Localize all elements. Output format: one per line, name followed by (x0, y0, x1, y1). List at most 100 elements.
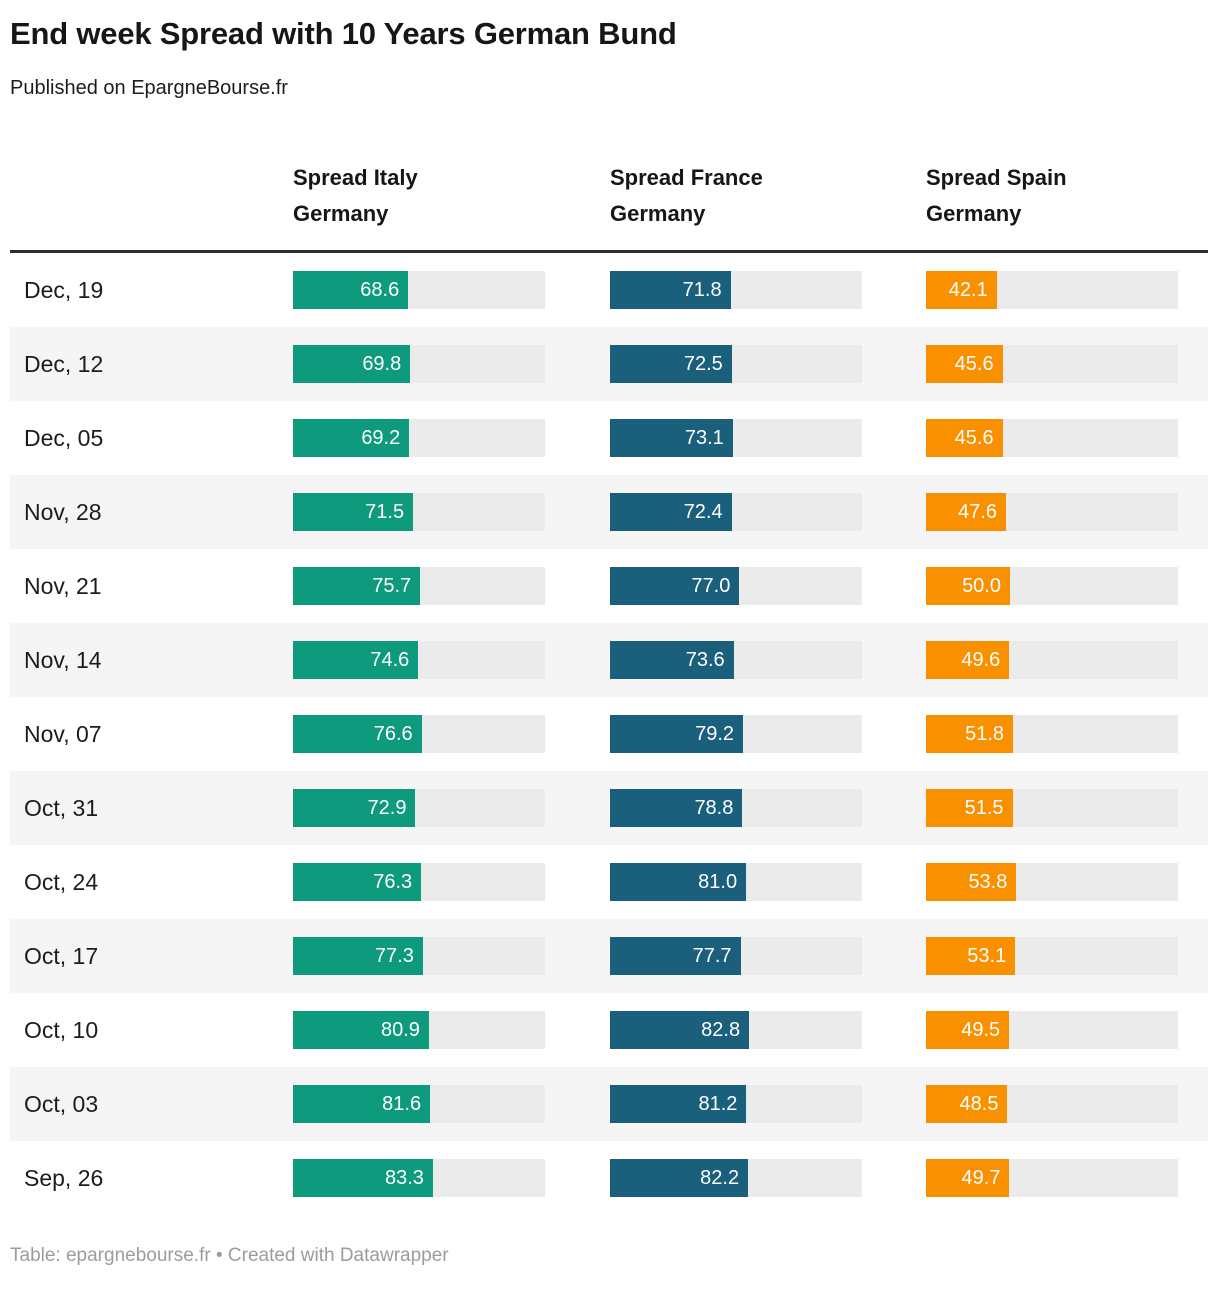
bar-value: 71.8 (682, 278, 722, 301)
bar-track: 73.6 (610, 641, 862, 679)
bar-track: 82.8 (610, 1011, 862, 1049)
bar-value: 81.2 (698, 1092, 738, 1115)
bar-fill: 53.8 (926, 863, 1017, 901)
bar-track: 81.2 (610, 1085, 862, 1123)
bar-track: 72.5 (610, 345, 862, 383)
row-date: Sep, 26 (24, 1164, 104, 1191)
bar-value: 75.7 (372, 574, 412, 597)
bar-cell: 42.1 (926, 271, 1208, 309)
bar-value: 42.1 (948, 278, 988, 301)
bar-cell: 50.0 (926, 567, 1208, 605)
bar-value: 45.6 (954, 352, 994, 375)
column-header-italy: Spread Italy Germany (293, 160, 610, 232)
bar-cell: 81.0 (610, 863, 926, 901)
bar-value: 82.8 (701, 1018, 741, 1041)
row-date: Nov, 28 (24, 498, 102, 525)
bar-fill: 76.3 (293, 863, 422, 901)
bar-value: 82.2 (700, 1166, 740, 1189)
column-header-spain: Spread Spain Germany (926, 160, 1208, 232)
bar-cell: 76.6 (293, 715, 610, 753)
bar-track: 72.4 (610, 493, 862, 531)
row-date: Oct, 03 (24, 1090, 99, 1117)
bar-value: 73.6 (685, 648, 725, 671)
bar-track: 78.8 (610, 789, 862, 827)
table-header-row: Spread Italy Germany Spread France Germa… (10, 160, 1208, 253)
table-row: Oct, 03 81.6 81.2 48.5 (10, 1067, 1208, 1141)
table-row: Nov, 21 75.7 77.0 50.0 (10, 549, 1208, 623)
bar-value: 53.8 (968, 870, 1008, 893)
bar-fill: 50.0 (926, 567, 1010, 605)
table-row: Nov, 07 76.6 79.2 51.8 (10, 697, 1208, 771)
bar-track: 77.7 (610, 937, 862, 975)
bar-fill: 49.5 (926, 1011, 1010, 1049)
table-row: Sep, 26 83.3 82.2 49.7 (10, 1141, 1208, 1215)
bar-fill: 71.5 (293, 493, 414, 531)
bar-fill: 69.2 (293, 419, 410, 457)
table-row: Dec, 19 68.6 71.8 42.1 (10, 253, 1208, 327)
bar-fill: 47.6 (926, 493, 1006, 531)
bar-value: 50.0 (962, 574, 1001, 597)
row-date: Dec, 05 (24, 424, 104, 451)
bar-value: 78.8 (694, 796, 734, 819)
row-date: Oct, 24 (24, 868, 99, 895)
bar-fill: 45.6 (926, 419, 1003, 457)
bar-value: 81.6 (382, 1092, 422, 1115)
row-date: Dec, 19 (24, 276, 104, 303)
bar-fill: 48.5 (926, 1085, 1008, 1123)
bar-fill: 71.8 (610, 271, 731, 309)
bar-value: 76.6 (373, 722, 413, 745)
bar-fill: 81.0 (610, 863, 747, 901)
bar-cell: 77.3 (293, 937, 610, 975)
bar-track: 74.6 (293, 641, 545, 679)
table-row: Oct, 31 72.9 78.8 51.5 (10, 771, 1208, 845)
bar-value: 76.3 (373, 870, 413, 893)
bar-fill: 77.3 (293, 937, 423, 975)
bar-value: 83.3 (385, 1166, 424, 1189)
column-header-spain-label: Spread Spain Germany (926, 165, 1067, 226)
bar-cell: 49.5 (926, 1011, 1208, 1049)
bar-fill: 49.6 (926, 641, 1010, 679)
table-row: Oct, 17 77.3 77.7 53.1 (10, 919, 1208, 993)
bar-cell: 81.2 (610, 1085, 926, 1123)
bar-value: 72.9 (367, 796, 407, 819)
bar-value: 80.9 (380, 1018, 420, 1041)
bar-cell: 73.6 (610, 641, 926, 679)
bar-cell: 69.8 (293, 345, 610, 383)
bar-track: 69.8 (293, 345, 545, 383)
bar-cell: 72.5 (610, 345, 926, 383)
bar-value: 68.6 (360, 278, 400, 301)
bar-track: 51.8 (926, 715, 1178, 753)
bar-track: 77.0 (610, 567, 862, 605)
bar-value: 79.2 (695, 722, 735, 745)
bar-fill: 80.9 (293, 1011, 429, 1049)
table-row: Dec, 05 69.2 73.1 45.6 (10, 401, 1208, 475)
bar-cell: 82.2 (610, 1159, 926, 1197)
bar-track: 76.3 (293, 863, 545, 901)
bar-cell: 53.8 (926, 863, 1208, 901)
bar-fill: 82.2 (610, 1159, 749, 1197)
row-date: Dec, 12 (24, 350, 104, 377)
bar-track: 48.5 (926, 1085, 1178, 1123)
row-date: Oct, 10 (24, 1016, 99, 1043)
bar-track: 76.6 (293, 715, 545, 753)
bar-value: 74.6 (370, 648, 410, 671)
bar-fill: 42.1 (926, 271, 997, 309)
bar-track: 68.6 (293, 271, 545, 309)
spread-table: Spread Italy Germany Spread France Germa… (10, 160, 1208, 1215)
bar-cell: 77.0 (610, 567, 926, 605)
bar-track: 42.1 (926, 271, 1178, 309)
bar-track: 75.7 (293, 567, 545, 605)
bar-cell: 76.3 (293, 863, 610, 901)
bar-cell: 71.8 (610, 271, 926, 309)
bar-fill: 81.2 (610, 1085, 747, 1123)
bar-track: 49.7 (926, 1159, 1178, 1197)
bar-fill: 73.6 (610, 641, 734, 679)
bar-value: 49.7 (961, 1166, 1001, 1189)
bar-value: 72.4 (683, 500, 723, 523)
bar-cell: 72.4 (610, 493, 926, 531)
table-row: Nov, 28 71.5 72.4 47.6 (10, 475, 1208, 549)
bar-fill: 81.6 (293, 1085, 431, 1123)
bar-track: 49.5 (926, 1011, 1178, 1049)
column-header-france: Spread France Germany (610, 160, 926, 232)
bar-cell: 47.6 (926, 493, 1208, 531)
